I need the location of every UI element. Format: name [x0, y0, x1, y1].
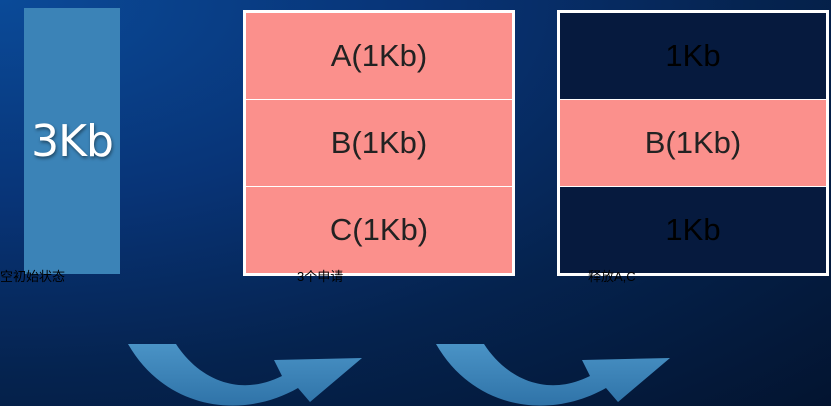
- allocation-memory-stack: A(1Kb) B(1Kb) C(1Kb): [243, 10, 515, 276]
- memory-block-a: A(1Kb): [246, 13, 512, 99]
- memory-block-b-retained: B(1Kb): [560, 99, 826, 186]
- allocation-caption: 3个申请: [297, 269, 344, 284]
- free-block-top: 1Kb: [560, 13, 826, 99]
- initial-memory-label: 3Kb: [31, 115, 114, 167]
- memory-block-b: B(1Kb): [246, 99, 512, 186]
- release-memory-stack: 1Kb B(1Kb) 1Kb: [557, 10, 829, 276]
- free-block-bottom: 1Kb: [560, 186, 826, 273]
- release-caption: 释放A,C: [588, 269, 636, 284]
- curved-arrow-icon: [128, 344, 362, 406]
- curved-arrow-icon: [436, 344, 670, 406]
- memory-block-c: C(1Kb): [246, 186, 512, 273]
- initial-state-caption: 空初始状态: [0, 269, 66, 284]
- initial-memory-block: 3Kb: [24, 8, 120, 274]
